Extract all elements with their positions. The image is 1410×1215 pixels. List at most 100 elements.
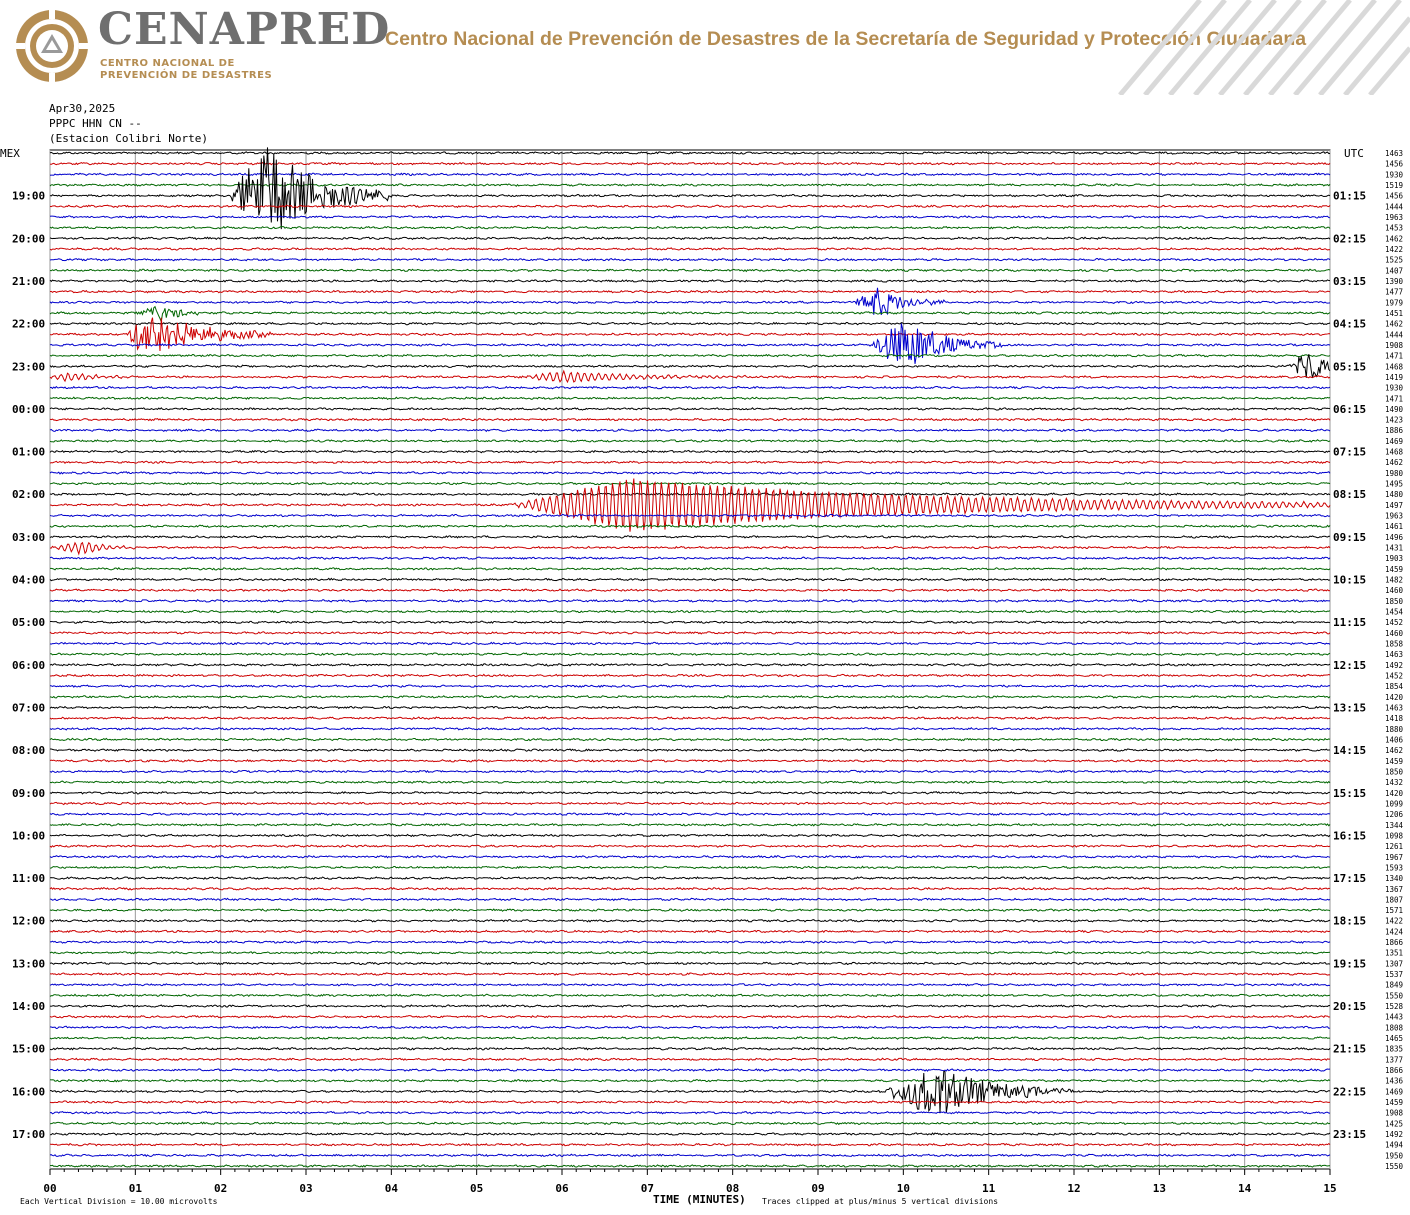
- trace-value-label: 1459: [1385, 565, 1403, 574]
- seismic-trace: [49, 161, 1331, 166]
- x-tick-label: 09: [811, 1182, 824, 1195]
- seismic-trace: [49, 1014, 1331, 1019]
- trace-value-label: 1950: [1385, 1151, 1404, 1160]
- trace-value-label: 1469: [1385, 437, 1403, 446]
- trace-value-label: 1866: [1385, 938, 1404, 947]
- seismic-trace: [49, 535, 1331, 539]
- trace-value-label: 1886: [1385, 426, 1404, 435]
- seismic-trace: [49, 215, 1331, 219]
- trace-value-label: 1344: [1385, 821, 1404, 830]
- x-tick-label: 07: [641, 1182, 654, 1195]
- trace-value-label: 1963: [1385, 512, 1403, 521]
- trace-value-label: 1807: [1385, 895, 1403, 904]
- trace-value-label: 1903: [1385, 554, 1403, 563]
- seismic-trace: [49, 439, 1331, 443]
- x-tick-label: 13: [1153, 1182, 1166, 1195]
- seismic-trace: [49, 147, 1331, 230]
- seismic-trace: [49, 396, 1331, 401]
- seismic-trace: [49, 1132, 1331, 1136]
- seismic-trace: [49, 897, 1331, 902]
- right-axis-title: UTC: [1344, 147, 1364, 160]
- trace-value-label: 1424: [1385, 927, 1404, 936]
- seismic-trace: [49, 289, 1331, 294]
- utc-hour-label: 05:15: [1333, 360, 1366, 373]
- utc-hour-label: 23:15: [1333, 1128, 1366, 1141]
- brand-subtitle-line-1: CENTRO NACIONAL DE: [100, 58, 235, 69]
- trace-value-label: 1422: [1385, 917, 1403, 926]
- seismic-trace: [49, 918, 1331, 923]
- utc-hour-label: 14:15: [1333, 744, 1366, 757]
- trace-value-label: 1496: [1385, 533, 1404, 542]
- seismic-trace: [49, 172, 1331, 177]
- seismic-trace: [49, 279, 1331, 283]
- seismic-trace: [49, 908, 1331, 912]
- seismic-trace: [49, 727, 1331, 731]
- seismic-trace: [49, 961, 1331, 966]
- x-tick-label: 11: [982, 1182, 996, 1195]
- header: CENAPRED CENTRO NACIONAL DE PREVENCIÓN D…: [0, 0, 1410, 95]
- seismic-trace: [49, 791, 1331, 795]
- mex-hour-label: 23:00: [12, 360, 45, 373]
- trace-value-label: 1406: [1385, 735, 1404, 744]
- mex-hour-label: 17:00: [12, 1128, 45, 1141]
- utc-hour-label: 19:15: [1333, 957, 1366, 970]
- trace-value-label: 1930: [1385, 384, 1404, 393]
- seismic-trace: [49, 801, 1331, 806]
- trace-value-label: 1930: [1385, 170, 1404, 179]
- mex-hour-label: 04:00: [12, 574, 45, 587]
- x-tick-label: 02: [214, 1182, 227, 1195]
- x-axis-label: TIME (MINUTES): [653, 1193, 746, 1206]
- x-tick-label: 01: [129, 1182, 143, 1195]
- mex-hour-label: 01:00: [12, 446, 45, 459]
- seismic-trace: [49, 353, 1331, 358]
- x-tick-label: 00: [43, 1182, 56, 1195]
- trace-value-label: 1908: [1385, 341, 1404, 350]
- seismic-trace: [49, 225, 1331, 230]
- trace-value-label: 1528: [1385, 1002, 1404, 1011]
- seismic-trace: [49, 641, 1331, 646]
- trace-value-label: 1451: [1385, 309, 1403, 318]
- seismic-trace: [49, 204, 1331, 209]
- trace-value-label: 1206: [1385, 810, 1404, 819]
- seismic-trace: [49, 323, 1331, 364]
- trace-value-label: 1456: [1385, 192, 1404, 201]
- utc-hour-label: 04:15: [1333, 318, 1366, 331]
- trace-value-label: 1432: [1385, 778, 1403, 787]
- trace-value-label: 1537: [1385, 970, 1403, 979]
- seismic-trace: [49, 855, 1331, 859]
- trace-value-label: 1849: [1385, 981, 1403, 990]
- utc-hour-label: 13:15: [1333, 701, 1366, 714]
- seismic-trace: [49, 1121, 1331, 1126]
- utc-hour-label: 10:15: [1333, 574, 1366, 587]
- trace-value-label: 1550: [1385, 1162, 1404, 1171]
- trace-value-label: 1098: [1385, 831, 1404, 840]
- utc-hour-label: 20:15: [1333, 1000, 1366, 1013]
- seismic-trace: [49, 694, 1331, 699]
- trace-value-label: 1979: [1385, 298, 1403, 307]
- seismic-trace: [49, 758, 1331, 763]
- trace-value-label: 1419: [1385, 373, 1403, 382]
- seismic-trace: [49, 950, 1331, 955]
- x-tick-label: 08: [726, 1182, 739, 1195]
- utc-hour-label: 21:15: [1333, 1043, 1366, 1056]
- trace-value-label: 1444: [1385, 330, 1404, 339]
- seismic-trace: [49, 737, 1331, 742]
- trace-value-label: 1261: [1385, 842, 1403, 851]
- utc-hour-label: 16:15: [1333, 829, 1366, 842]
- trace-value-label: 1418: [1385, 714, 1404, 723]
- trace-value-label: 1462: [1385, 234, 1403, 243]
- trace-value-label: 1494: [1385, 1141, 1404, 1150]
- seismic-trace: [49, 513, 1331, 518]
- trace-value-label: 1425: [1385, 1119, 1403, 1128]
- seismic-trace: [49, 609, 1331, 614]
- grid-lines: [49, 149, 1331, 1175]
- trace-value-label: 1340: [1385, 874, 1404, 883]
- seismic-trace: [49, 247, 1331, 251]
- seismic-trace: [49, 287, 1331, 316]
- mex-hour-label: 21:00: [12, 275, 45, 288]
- seismic-trace: [49, 577, 1331, 582]
- brand-subtitle-line-2: PREVENCIÓN DE DESASTRES: [100, 70, 273, 81]
- trace-value-label: 1477: [1385, 288, 1403, 297]
- seismic-trace: [49, 940, 1331, 944]
